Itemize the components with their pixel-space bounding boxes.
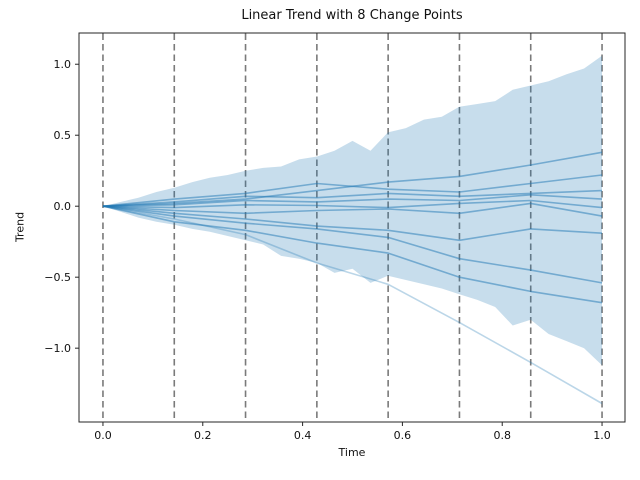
trend-sample-line bbox=[102, 205, 603, 284]
axes-frame bbox=[78, 32, 626, 423]
y-tick-label: 1.0 bbox=[54, 58, 72, 71]
trend-sample-line bbox=[102, 194, 603, 207]
trend-sample-line bbox=[102, 174, 603, 207]
y-tick-label: −1.0 bbox=[44, 342, 71, 355]
x-tick-label: 0.0 bbox=[94, 429, 112, 442]
x-tick-label: 0.4 bbox=[294, 429, 312, 442]
trend-sample-line bbox=[102, 202, 603, 217]
x-tick-label: 0.8 bbox=[493, 429, 511, 442]
trend-sample-line bbox=[102, 205, 603, 304]
y-tick-label: 0.0 bbox=[54, 200, 72, 213]
x-tick-label: 1.0 bbox=[593, 429, 611, 442]
trend-sample-line bbox=[102, 205, 603, 405]
trend-sample-line bbox=[102, 205, 603, 242]
x-tick-label: 0.2 bbox=[194, 429, 212, 442]
x-tick-label: 0.6 bbox=[394, 429, 412, 442]
y-tick-label: 0.5 bbox=[54, 129, 72, 142]
y-tick-label: −0.5 bbox=[44, 271, 71, 284]
trend-sample-line bbox=[102, 199, 603, 209]
x-axis-label: Time bbox=[338, 446, 366, 459]
chart-title: Linear Trend with 8 Change Points bbox=[241, 8, 463, 23]
y-axis-label: Trend bbox=[13, 211, 27, 243]
trend-sample-line bbox=[102, 189, 603, 207]
